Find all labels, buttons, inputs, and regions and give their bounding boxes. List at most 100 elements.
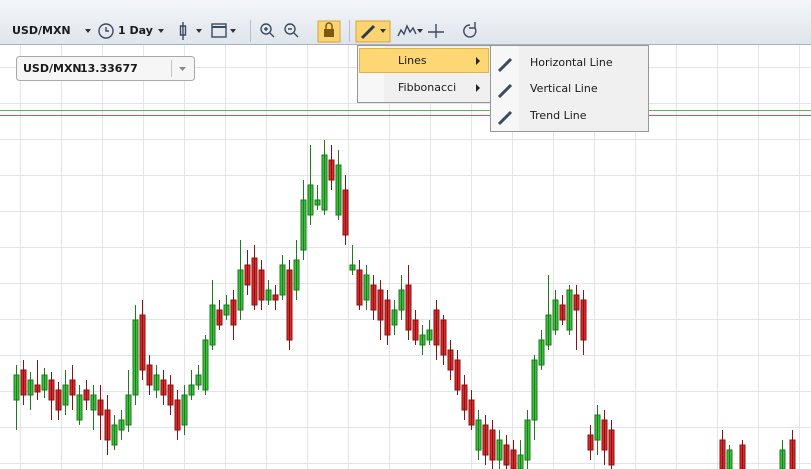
candle [552, 290, 559, 335]
candle [559, 295, 566, 325]
candle [524, 410, 531, 469]
candle [62, 370, 69, 415]
grid [0, 44, 811, 469]
period-selector[interactable]: 1 Day [118, 24, 153, 37]
candle [146, 355, 153, 395]
zoom-out-glyph [288, 28, 299, 38]
refresh-icon[interactable] [463, 22, 477, 38]
candle [230, 290, 237, 340]
instrument-box[interactable] [16, 56, 195, 81]
candle [482, 415, 489, 465]
submenu-item[interactable]: Trend Line [529, 109, 587, 122]
candle [426, 320, 433, 345]
zoom-out-icon[interactable] [284, 23, 296, 35]
candle [202, 335, 209, 395]
candle [538, 330, 545, 370]
clock-hands [105, 27, 109, 32]
candle [97, 385, 104, 440]
candle [356, 260, 363, 310]
crosshair-icon[interactable] [428, 24, 444, 38]
dropdown-arrow [85, 29, 91, 33]
candle [160, 370, 167, 405]
candle [293, 240, 300, 300]
symbol-selector[interactable]: USD/MXN [12, 24, 71, 37]
pencil-icon [360, 24, 376, 40]
indicators-icon[interactable] [397, 24, 417, 37]
candle [363, 265, 370, 310]
candle [475, 410, 482, 460]
candle [517, 440, 524, 469]
candle [489, 420, 496, 469]
dropdown-arrow [158, 29, 164, 33]
lock-body [324, 29, 334, 37]
candle [265, 280, 272, 305]
candle [608, 420, 615, 469]
candle [307, 145, 314, 225]
candle [503, 435, 510, 469]
candle [76, 385, 83, 425]
candle [216, 300, 223, 330]
submenu-item[interactable]: Vertical Line [530, 82, 598, 95]
window-icon[interactable] [211, 23, 227, 38]
candle [468, 390, 475, 430]
candle [349, 245, 356, 275]
candle [342, 175, 349, 245]
candle [594, 405, 601, 455]
candle [174, 390, 181, 440]
candle-type-icon[interactable] [179, 22, 187, 40]
candle [405, 265, 412, 340]
instrument-price: 13.33677 [80, 62, 138, 75]
candle [370, 275, 377, 320]
toolbar [0, 0, 811, 44]
clock-icon[interactable] [98, 23, 114, 39]
candle [27, 372, 34, 410]
candle [440, 315, 447, 365]
candle [335, 150, 342, 220]
candle [566, 285, 573, 335]
candle [779, 440, 786, 469]
zoom-in-glyph [264, 27, 275, 38]
candle [391, 300, 398, 335]
candle [118, 410, 125, 440]
candle [789, 430, 796, 469]
candle [272, 285, 279, 310]
zoom-in-icon[interactable] [260, 23, 272, 35]
candle [580, 290, 587, 355]
candle [139, 300, 146, 380]
candle [384, 290, 391, 345]
candle [739, 440, 746, 469]
dropdown-arrow [380, 29, 386, 33]
candle [20, 360, 27, 405]
candle [531, 355, 538, 440]
candle [223, 295, 230, 320]
candle [237, 240, 244, 320]
candle [111, 415, 118, 450]
candle [461, 375, 468, 420]
menu-item[interactable]: Lines [398, 54, 427, 67]
menu-item[interactable]: Fibbonacci [398, 81, 456, 94]
candle [55, 382, 62, 420]
candle [125, 370, 132, 432]
candle [188, 370, 195, 400]
candle [286, 260, 293, 350]
candle [433, 300, 440, 360]
candle [419, 325, 426, 355]
candle [104, 395, 111, 455]
candle [496, 430, 503, 469]
drawing-tools-button[interactable] [355, 20, 391, 43]
submenu-item[interactable]: Horizontal Line [530, 56, 613, 69]
candle [447, 340, 454, 380]
candle [726, 445, 733, 469]
candle [377, 280, 384, 340]
candle [132, 305, 139, 405]
candle [48, 372, 55, 420]
candle [90, 385, 97, 430]
candle [258, 260, 265, 310]
instrument-symbol: USD/MXN [23, 62, 82, 75]
submenu-arrow [476, 57, 480, 65]
candle [300, 180, 307, 260]
candle [279, 255, 286, 300]
candle [412, 310, 419, 345]
